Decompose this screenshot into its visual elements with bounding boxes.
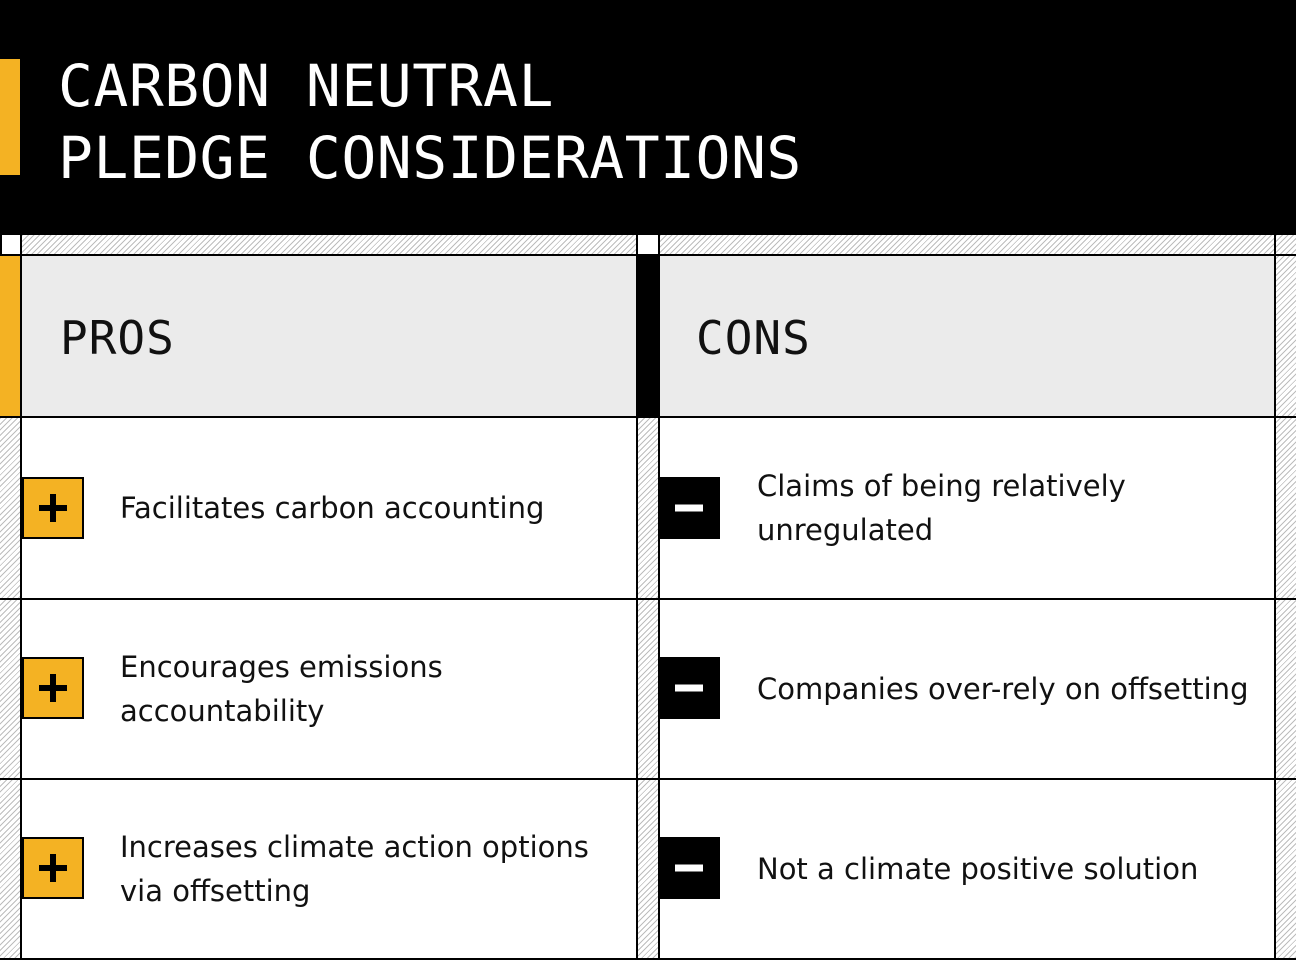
- cons-item-3: Not a climate positive solution: [757, 852, 1199, 886]
- pros-accent-bar: [0, 256, 20, 416]
- pros-label: PROS: [60, 311, 175, 365]
- title-line-1: CARBON NEUTRAL: [58, 52, 554, 120]
- title-banner: CARBON NEUTRAL PLEDGE CONSIDERATIONS: [0, 0, 1296, 235]
- cons-item-2: Companies over-rely on offsetting: [757, 672, 1249, 706]
- grid-line: [636, 235, 638, 960]
- grid-line: [20, 235, 22, 960]
- minus-icon: [658, 657, 720, 719]
- title-accent-bar: [0, 59, 20, 175]
- left-hatch: [0, 418, 20, 960]
- minus-icon: [658, 477, 720, 539]
- page-title: CARBON NEUTRAL PLEDGE CONSIDERATIONS: [58, 50, 802, 194]
- minus-icon: [658, 837, 720, 899]
- plus-icon: [22, 477, 84, 539]
- top-hatch-cons: [660, 235, 1274, 255]
- cons-item-1: Claims of being relatively unregulated: [757, 469, 1126, 547]
- grid-line: [0, 416, 1296, 418]
- grid-line: [0, 235, 2, 256]
- plus-icon: [22, 837, 84, 899]
- pros-header: PROS: [22, 256, 636, 416]
- grid-line: [0, 778, 1296, 780]
- pros-item-2: Encourages emissions accountability: [120, 650, 443, 728]
- grid-line: [0, 958, 1296, 960]
- pros-item-3: Increases climate action options via off…: [120, 830, 589, 908]
- cons-accent-bar: [638, 256, 658, 416]
- cons-header: CONS: [660, 256, 1274, 416]
- cons-label: CONS: [696, 311, 811, 365]
- top-hatch-pros: [22, 235, 636, 255]
- grid-line: [1274, 235, 1276, 960]
- grid-line: [0, 598, 1296, 600]
- pros-item-1: Facilitates carbon accounting: [120, 491, 545, 525]
- grid-line: [658, 235, 660, 960]
- title-line-2: PLEDGE CONSIDERATIONS: [58, 124, 802, 192]
- middle-hatch: [638, 418, 658, 960]
- grid-line: [0, 254, 1296, 256]
- plus-icon: [22, 657, 84, 719]
